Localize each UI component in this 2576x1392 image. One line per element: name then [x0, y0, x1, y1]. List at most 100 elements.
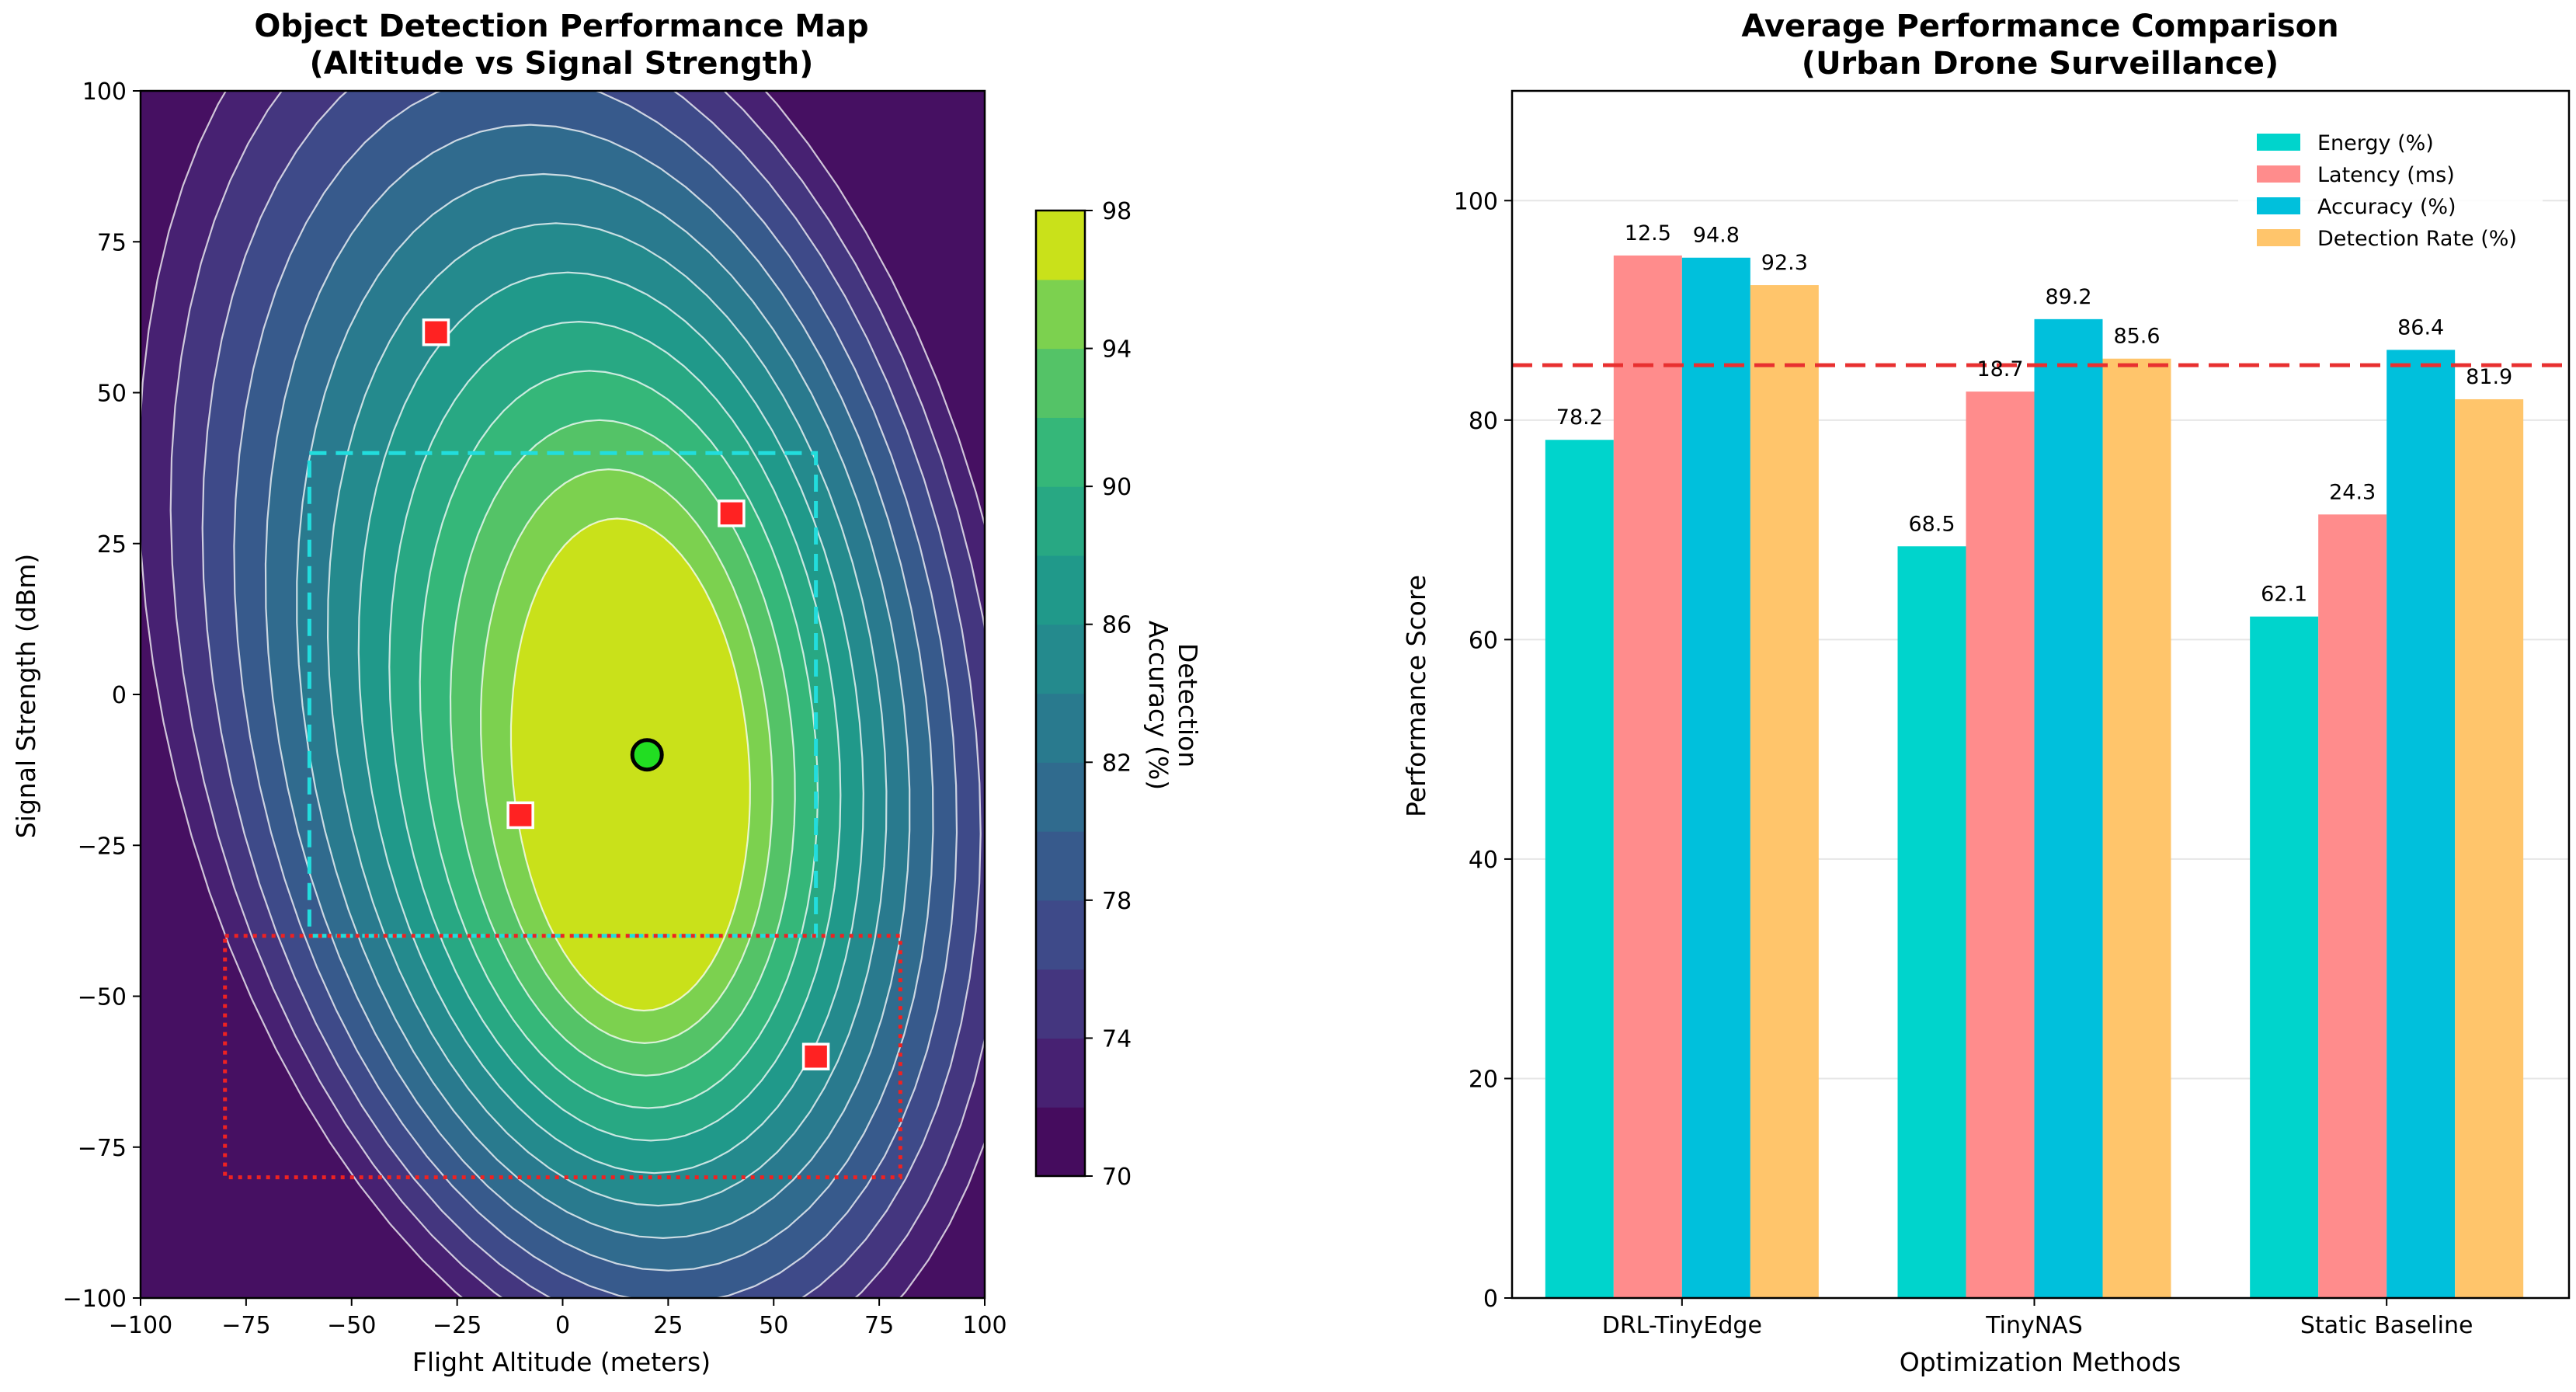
y-tick-label: 75 [97, 229, 127, 256]
contour-line [233, 91, 958, 1298]
colorbar-band [1036, 1107, 1085, 1177]
x-tick-label: −25 [433, 1312, 481, 1339]
square-marker [422, 318, 450, 346]
bar [1545, 440, 1614, 1298]
risk-region-dotted [223, 934, 902, 1180]
y-tick-label: 80 [1469, 408, 1498, 435]
colorbar: 70 74 78 82 86 90 94 98 Detection Accuracy (%) [1034, 198, 1203, 1191]
colorbar-band [1036, 762, 1085, 832]
colorbar-band [1036, 279, 1085, 350]
legend-label: Accuracy (%) [2317, 195, 2456, 219]
square-marker [801, 1042, 830, 1070]
bar-value-label: 94.8 [1693, 224, 1740, 248]
bar [2387, 350, 2456, 1299]
contour-line [201, 91, 982, 1298]
bar-value-label: 12.5 [1625, 221, 1671, 245]
contour-band [511, 518, 750, 1011]
bar [1897, 546, 1966, 1298]
y-tick-label: −100 [63, 1286, 127, 1313]
colorbar-ticks: 70 74 78 82 86 90 94 98 [1085, 198, 1132, 1191]
colorbar-band [1036, 969, 1085, 1039]
y-tick-label: −25 [78, 833, 127, 860]
bar [2455, 398, 2524, 1299]
y-tick-label: 100 [1454, 188, 1498, 215]
colorbar-tick-label: 70 [1102, 1164, 1132, 1191]
y-tick-label: 0 [1483, 1286, 1498, 1313]
legend-swatch [2257, 197, 2300, 214]
colorbar-band [1036, 624, 1085, 694]
x-tick-label: 100 [962, 1312, 1006, 1339]
heatmap-y-axis-label: Signal Strength (dBm) [11, 554, 41, 839]
legend-label: Energy (%) [2317, 131, 2434, 155]
colorbar-tick-label: 74 [1102, 1025, 1132, 1053]
x-tick-label: 0 [555, 1312, 570, 1339]
bar-value-label: 92.3 [1761, 251, 1808, 275]
bar-value-label: 24.3 [2329, 480, 2376, 504]
sensor-markers [422, 318, 830, 1070]
colorbar-tick-label: 98 [1102, 198, 1132, 225]
highlight-regions [223, 451, 902, 1180]
bar-chart-panel: Average Performance Comparison (Urban Dr… [1401, 9, 2571, 1377]
bar [2318, 514, 2387, 1298]
colorbar-tick-label: 86 [1102, 612, 1132, 639]
y-tick-label: 0 [112, 682, 127, 709]
x-tick-label: DRL-TinyEdge [1602, 1312, 1762, 1339]
heatmap-title-line-1: Object Detection Performance Map [254, 9, 868, 44]
legend-swatch [2257, 134, 2300, 151]
y-tick-label: 25 [97, 531, 127, 559]
colorbar-band [1036, 348, 1085, 418]
legend-swatch [2257, 229, 2300, 246]
bar [1613, 255, 1682, 1299]
colorbar-bands [1036, 211, 1085, 1177]
bar-series [1545, 255, 2524, 1299]
bar [1681, 257, 1750, 1298]
bar-legend: Energy (%) Latency (ms) Accuracy (%) Detect… [2238, 118, 2543, 259]
legend-swatch [2257, 165, 2300, 183]
x-tick-label: −100 [109, 1312, 172, 1339]
contour-lines [141, 91, 985, 1298]
colorbar-band [1036, 1038, 1085, 1108]
bar-value-label: 85.6 [2113, 325, 2160, 349]
bar-y-ticks: 0 20 40 60 80 100 [1454, 188, 1512, 1313]
x-tick-label: TinyNAS [1985, 1312, 2083, 1339]
colorbar-band [1036, 486, 1085, 556]
heatmap-y-ticks: −100 −75 −50 −25 0 25 50 75 100 [63, 78, 141, 1313]
bar [2250, 616, 2319, 1298]
bar-value-label: 81.9 [2466, 365, 2512, 389]
bar [2102, 358, 2171, 1298]
colorbar-tick-label: 82 [1102, 750, 1132, 777]
optimal-point [630, 738, 664, 772]
contour-line [419, 370, 819, 1109]
y-tick-label: 100 [82, 78, 127, 106]
x-tick-label: 75 [864, 1312, 894, 1339]
bar-title-line-1: Average Performance Comparison [1741, 9, 2338, 44]
bar-value-label: 68.5 [1908, 512, 1955, 536]
legend-label: Latency (ms) [2317, 163, 2455, 187]
bar-value-label: 62.1 [2261, 583, 2307, 607]
bar-title-line-2: (Urban Drone Surveillance) [1802, 46, 2279, 82]
y-tick-label: 40 [1469, 847, 1498, 874]
contour-line [296, 172, 911, 1240]
contour-line [141, 91, 985, 1298]
bar-value-labels: 78.2 68.5 62.1 12.5 18.7 24.3 94.8 89.2 86.4 92.3… [1556, 221, 2512, 607]
contour-line [264, 124, 934, 1272]
colorbar-label-line-2: Accuracy (%) [1143, 621, 1173, 790]
bar-value-label: 86.4 [2397, 315, 2444, 339]
square-marker [718, 499, 746, 527]
bar-x-axis-label: Optimization Methods [1900, 1347, 2181, 1377]
bar-value-label: 18.7 [1976, 357, 2023, 381]
x-tick-label: 25 [653, 1312, 683, 1339]
x-tick-label: Static Baseline [2300, 1312, 2473, 1339]
colorbar-band [1036, 831, 1085, 901]
x-tick-label: −75 [221, 1312, 270, 1339]
bar [1750, 285, 1819, 1298]
contour-line [169, 91, 985, 1298]
optimal-point-marker [630, 738, 664, 772]
bar-x-ticks: DRL-TinyEdge TinyNAS Static Baseline [1602, 1298, 2473, 1339]
heatmap-x-axis-label: Flight Altitude (meters) [412, 1347, 711, 1377]
y-tick-label: 20 [1469, 1066, 1498, 1093]
colorbar-tick-label: 90 [1102, 474, 1132, 501]
bar-value-label: 89.2 [2045, 285, 2091, 309]
bar-frame [1510, 89, 2571, 1300]
contour-line [449, 419, 796, 1077]
